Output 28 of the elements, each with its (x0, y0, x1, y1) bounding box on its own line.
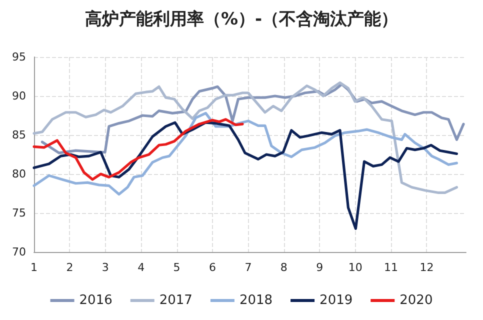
legend-label: 2017 (159, 293, 192, 308)
x-tick-label: 1 (30, 261, 38, 274)
x-tick-label: 4 (138, 261, 145, 274)
x-tick-label: 11 (384, 261, 398, 274)
line-series (32, 121, 458, 230)
x-tick-label: 9 (316, 261, 324, 274)
legend-label: 2020 (400, 293, 433, 308)
line-series (32, 81, 458, 194)
line-series (32, 118, 244, 181)
x-tick-label: 8 (280, 261, 288, 274)
chart-title: 高炉产能利用率（%）-（不含淘汰产能） (84, 10, 398, 30)
line-series (32, 112, 458, 196)
y-tick-label: 85 (12, 128, 26, 142)
x-tick-label: 10 (348, 261, 362, 274)
x-tick-label: 12 (420, 261, 434, 274)
legend-label: 2018 (239, 293, 273, 308)
x-tick-label: 3 (102, 261, 109, 274)
y-tick-label: 90 (12, 90, 26, 102)
x-tick-label: 5 (173, 261, 180, 274)
y-tick-label: 95 (12, 50, 26, 64)
legend-label: 2019 (320, 293, 353, 308)
x-tick-label: 7 (244, 261, 252, 274)
y-tick-label: 75 (12, 206, 26, 220)
y-tick-label: 70 (12, 246, 26, 258)
x-tick-label: 6 (209, 261, 216, 274)
legend-label: 2016 (79, 293, 112, 308)
y-tick-label: 80 (12, 168, 26, 180)
x-tick-label: 2 (66, 261, 74, 274)
